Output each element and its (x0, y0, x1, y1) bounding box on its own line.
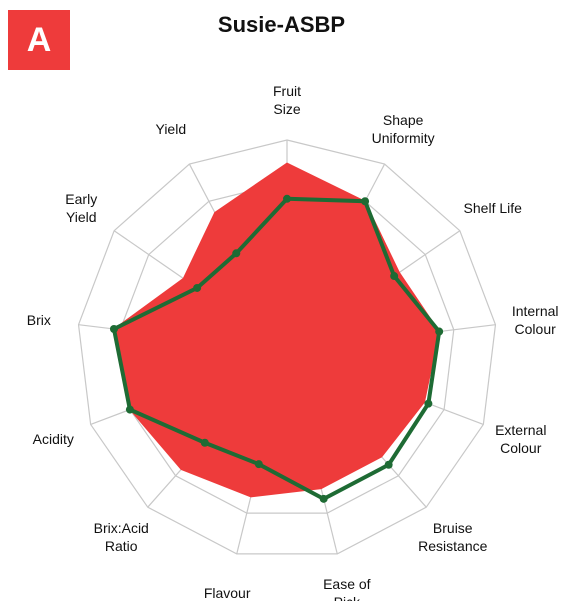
series-point (254, 460, 263, 469)
category-label: External Colour (495, 421, 547, 456)
series-point (232, 249, 241, 258)
series-point (125, 405, 134, 414)
category-label: Shelf Life (463, 199, 522, 216)
series-point (424, 399, 433, 408)
panel-label: A (8, 10, 70, 70)
series-point (361, 197, 370, 206)
category-label: Yield (155, 120, 187, 137)
category-label: Brix (26, 311, 51, 328)
category-label: Bruise Resistance (418, 520, 488, 555)
category-label: Ease of Pick (323, 575, 371, 601)
category-label: Flavour (203, 584, 251, 601)
category-label: Brix:Acid Ratio (93, 520, 149, 555)
grid-ring (119, 181, 455, 514)
category-label: Shape Uniformity (371, 111, 435, 146)
grid-ring (77, 139, 497, 555)
series-point (109, 324, 118, 333)
category-label: Internal Colour (511, 302, 559, 337)
chart-title: Susie-ASBP (217, 12, 346, 37)
category-label: Early Yield (65, 190, 98, 225)
series-point (193, 283, 202, 292)
series-point (283, 194, 291, 203)
series-point (319, 494, 328, 503)
series-point (384, 460, 393, 469)
series-area (113, 162, 440, 498)
series-line (111, 196, 442, 502)
series-point (390, 272, 399, 281)
category-label: Fruit Size (273, 83, 301, 117)
series-point (200, 438, 209, 447)
series-point (435, 327, 444, 336)
category-label: Acidity (32, 430, 74, 447)
